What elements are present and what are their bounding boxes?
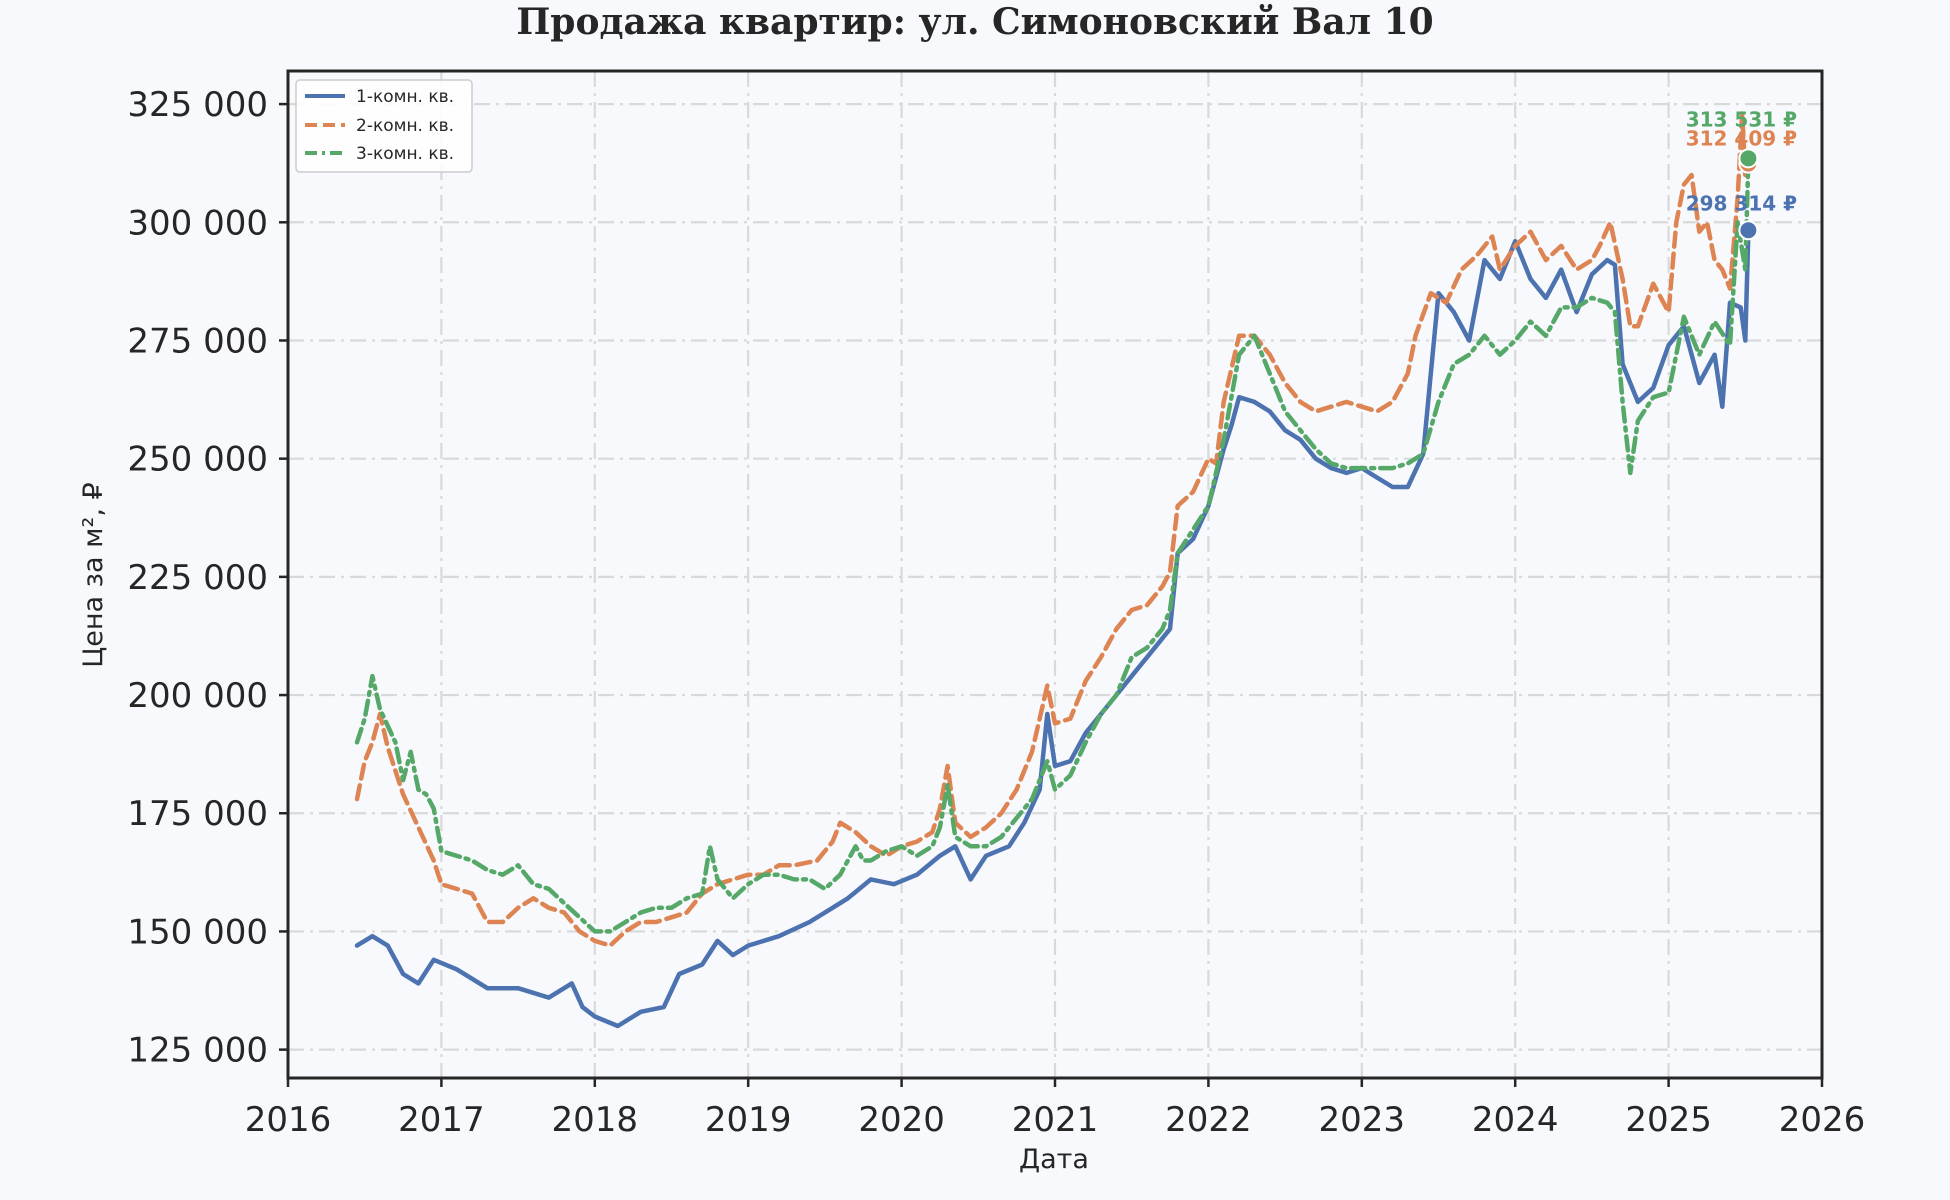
legend-entry-3-komn: 3-комн. кв. [305,144,454,164]
end-marker-3-komn [1738,148,1759,169]
x-axis-label: Дата [1019,1144,1089,1175]
grid [286,71,1824,1078]
y-tick-label: 300 000 [127,203,268,243]
legend-entry-2-komn: 2-комн. кв. [305,116,454,136]
x-tick-label: 2019 [705,1100,792,1140]
x-tick-label: 2020 [858,1100,945,1140]
y-tick-label: 275 000 [127,321,268,361]
legend-entry-1-komn: 1-комн. кв. [305,87,454,107]
end-value-label-3-komn: 313 531 ₽ [1686,107,1797,131]
chart-title: Продажа квартир: ул. Симоновский Вал 10 [516,1,1433,43]
x-tick-label: 2021 [1012,1100,1099,1140]
x-tick-label: 2022 [1165,1100,1252,1140]
x-tick-label: 2024 [1472,1100,1559,1140]
x-tick-label: 2016 [245,1100,332,1140]
x-axis-ticks: 2016 2017 2018 2019 2020 2021 2022 2023 2024 2025… [245,1078,1866,1140]
y-axis-label: Цена за м², ₽ [78,482,109,667]
y-tick-label: 175 000 [127,794,268,834]
y-tick-label: 200 000 [127,676,268,716]
series-line-2-komn [354,111,1751,948]
y-tick-label: 225 000 [127,558,268,598]
x-tick-label: 2026 [1779,1100,1866,1140]
y-tick-label: 250 000 [127,440,268,480]
y-tick-label: 125 000 [127,1031,268,1071]
series-lines [354,111,1751,1029]
y-tick-label: 150 000 [127,912,268,952]
x-tick-label: 2018 [552,1100,639,1140]
legend-label-2-komn: 2-комн. кв. [356,116,454,136]
x-tick-label: 2017 [398,1100,485,1140]
y-tick-label: 325 000 [127,85,268,125]
end-markers: 298 314 ₽ 312 409 ₽313 531 ₽ [1686,107,1797,241]
x-tick-label: 2023 [1319,1100,1406,1140]
y-axis-ticks: 125 000 150 000 175 000 200 000 225 000 250 0… [127,85,288,1071]
series-line-3-komn [354,156,1751,934]
end-marker-1-komn [1738,220,1759,241]
legend: 1-комн. кв. 2-комн. кв. 3-комн. кв. [295,79,473,173]
end-value-label-2-komn: 312 409 ₽ [1686,127,1797,151]
legend-label-1-komn: 1-комн. кв. [356,87,454,107]
legend-label-3-komn: 3-комн. кв. [356,144,454,164]
end-value-label-1-komn: 298 314 ₽ [1686,191,1797,215]
legend-box [295,79,473,173]
x-tick-label: 2025 [1625,1100,1712,1140]
